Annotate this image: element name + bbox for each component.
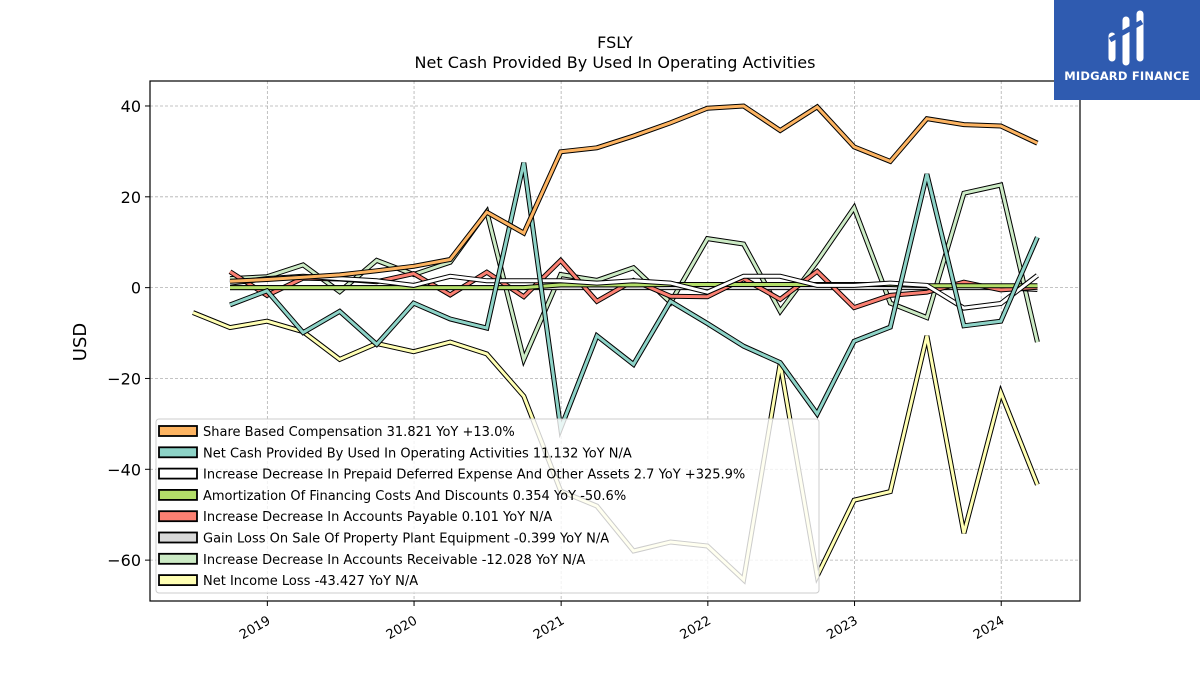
legend-swatch bbox=[158, 552, 198, 565]
series-line-net-cash-provided-by-used-in-operating-activities bbox=[229, 162, 1039, 435]
legend-swatch bbox=[158, 467, 198, 480]
legend-label: Increase Decrease In Accounts Payable 0.… bbox=[203, 510, 552, 525]
legend-swatch bbox=[158, 510, 198, 523]
legend-label: Gain Loss On Sale Of Property Plant Equi… bbox=[203, 532, 609, 547]
legend-box bbox=[155, 418, 820, 594]
legend-swatch bbox=[158, 574, 198, 586]
chart-title: FSLY bbox=[597, 33, 633, 52]
x-tick-label: 2020 bbox=[384, 613, 420, 643]
legend-swatch bbox=[158, 531, 198, 544]
x-tick-label: 2024 bbox=[971, 613, 1007, 643]
chart-subtitle: Net Cash Provided By Used In Operating A… bbox=[415, 53, 816, 72]
series-line-share-based-compensation bbox=[229, 104, 1039, 283]
y-tick-label: −40 bbox=[107, 460, 141, 479]
legend-label: Increase Decrease In Accounts Receivable… bbox=[203, 553, 585, 568]
x-tick-label: 2019 bbox=[237, 613, 273, 643]
legend-label: Amortization Of Financing Costs And Disc… bbox=[203, 489, 626, 504]
logo-mark-icon bbox=[1108, 10, 1144, 66]
x-axis: 2019 2020 2021 2022 2023 2024 bbox=[237, 601, 1007, 643]
series-layer bbox=[192, 103, 1040, 585]
legend-label: Net Income Loss -43.427 YoY N/A bbox=[203, 574, 418, 589]
legend-swatch bbox=[158, 425, 198, 437]
midgard-finance-logo: MIDGARD FINANCE bbox=[1054, 0, 1200, 100]
legend-label: Increase Decrease In Prepaid Deferred Ex… bbox=[203, 468, 745, 483]
legend-swatch bbox=[158, 488, 198, 501]
y-axis-label: USD bbox=[70, 323, 91, 361]
plot-frame bbox=[149, 80, 1081, 602]
x-tick-label: 2022 bbox=[678, 613, 714, 643]
x-tick-label: 2021 bbox=[531, 613, 567, 643]
logo-text: MIDGARD FINANCE bbox=[1064, 69, 1190, 83]
legend-label: Net Cash Provided By Used In Operating A… bbox=[203, 446, 632, 461]
y-tick-label: −20 bbox=[107, 369, 141, 388]
y-tick-label: 40 bbox=[121, 97, 141, 116]
y-axis: 40 20 0 −20 −40 −60 bbox=[107, 97, 150, 570]
x-tick-label: 2023 bbox=[824, 613, 860, 643]
y-tick-label: 0 bbox=[131, 279, 141, 298]
legend: Share Based Compensation 31.821 YoY +13.… bbox=[155, 418, 820, 594]
y-tick-label: −60 bbox=[107, 551, 141, 570]
y-tick-label: 20 bbox=[121, 188, 141, 207]
legend-label: Share Based Compensation 31.821 YoY +13.… bbox=[203, 425, 515, 440]
legend-swatch bbox=[158, 446, 198, 459]
